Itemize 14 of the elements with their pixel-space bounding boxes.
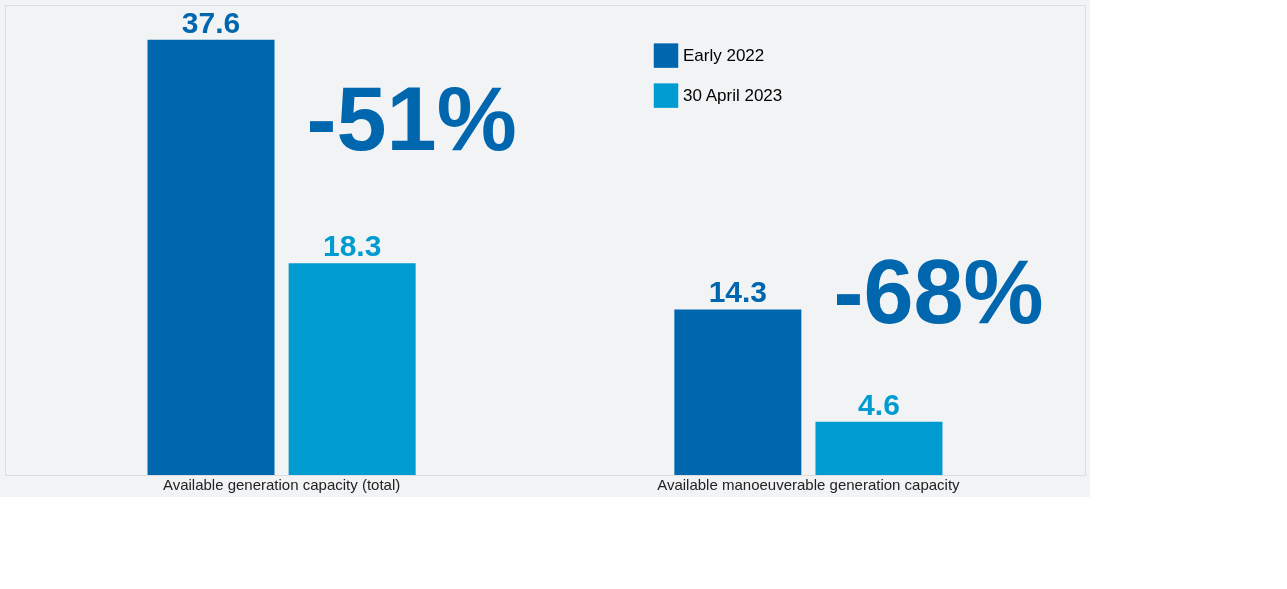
bar [147,39,275,475]
data-label: 18.3 [322,229,382,263]
x-tick-label: Available generation capacity (total) [162,475,401,493]
legend-label: Early 2022 [683,45,765,65]
data-label: 14.3 [708,275,768,309]
legend-label: 30 April 2023 [683,85,783,105]
x-tick-label: Available manoeuverable generation capacity [657,475,961,493]
data-label: 37.6 [181,5,241,39]
annotation: -51% [306,68,517,169]
bar [815,421,943,475]
bar [288,263,416,475]
annotation: -68% [833,242,1044,343]
data-label: 4.6 [858,387,900,421]
bar [674,309,802,475]
